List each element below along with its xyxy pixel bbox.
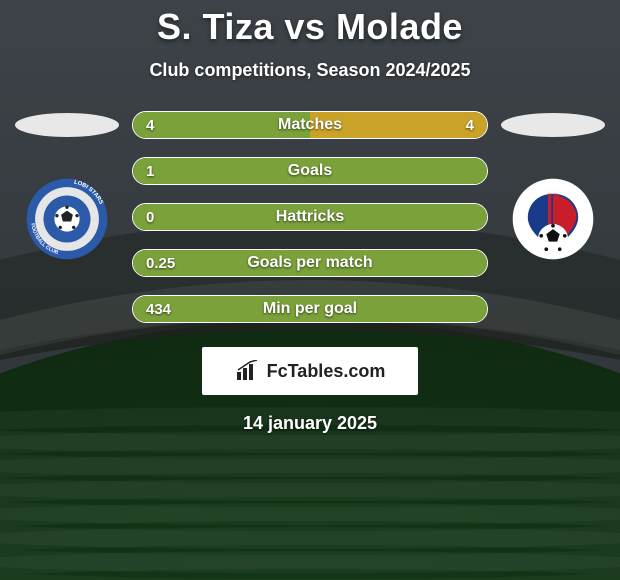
bar-seg-left	[133, 250, 487, 276]
bar-seg-left	[133, 296, 487, 322]
stat-bar: 4Matches4	[132, 111, 488, 139]
content-root: S. Tiza vs Molade Club competitions, Sea…	[0, 0, 620, 580]
stat-bars: 4Matches4 1Goals 0Hattricks 0.25Goals per m…	[126, 111, 494, 341]
date-label: 14 january 2025	[0, 413, 620, 434]
stat-bar: 434Min per goal	[132, 295, 488, 323]
stat-bar: 1Goals	[132, 157, 488, 185]
player-oval-left	[15, 113, 119, 137]
stat-bar: 0Hattricks	[132, 203, 488, 231]
right-side	[494, 111, 612, 341]
player-oval-right	[501, 113, 605, 137]
subtitle: Club competitions, Season 2024/2025	[0, 60, 620, 81]
page-title: S. Tiza vs Molade	[0, 0, 620, 48]
logo-bars-icon	[235, 360, 261, 382]
bar-seg-right	[310, 112, 487, 138]
club-crest-right	[503, 177, 603, 261]
bar-seg-left	[133, 204, 487, 230]
logo-text: FcTables.com	[267, 361, 386, 382]
fctables-logo: FcTables.com	[202, 347, 418, 395]
main-layout: LOBI STARSFOOTBALL CLUB 4Matches4 1Goals 0…	[0, 111, 620, 341]
stat-bar: 0.25Goals per match	[132, 249, 488, 277]
bar-seg-left	[133, 112, 310, 138]
club-crest-left: LOBI STARSFOOTBALL CLUB	[17, 177, 117, 261]
left-side: LOBI STARSFOOTBALL CLUB	[8, 111, 126, 341]
bar-seg-left	[133, 158, 487, 184]
